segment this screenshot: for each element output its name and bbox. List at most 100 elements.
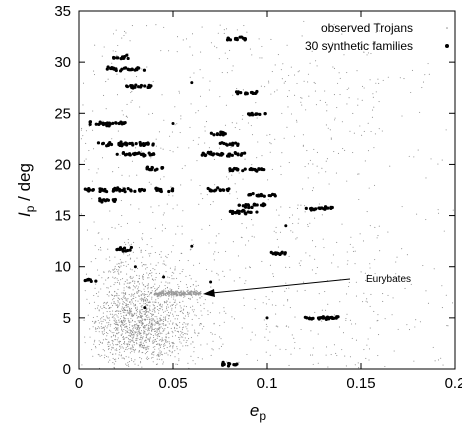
observed-trojan-point xyxy=(408,155,410,157)
observed-trojan-point xyxy=(220,338,222,340)
observed-trojan-point xyxy=(291,334,293,336)
observed-trojan-point xyxy=(167,282,169,284)
observed-trojan-point xyxy=(187,323,189,325)
observed-trojan-point xyxy=(148,318,151,320)
observed-trojan-point xyxy=(101,238,103,240)
observed-trojan-point xyxy=(163,26,165,28)
observed-trojan-point xyxy=(341,223,343,225)
observed-trojan-point xyxy=(173,272,175,274)
observed-trojan-point xyxy=(138,325,140,327)
observed-trojan-point xyxy=(223,275,225,277)
observed-trojan-point xyxy=(378,82,380,85)
observed-trojan-point xyxy=(164,352,166,354)
observed-trojan-point xyxy=(128,314,130,316)
observed-trojan-point xyxy=(113,317,115,319)
observed-trojan-point xyxy=(366,301,368,303)
observed-trojan-point xyxy=(241,223,243,225)
observed-trojan-point xyxy=(145,325,147,327)
observed-trojan-point xyxy=(275,304,277,306)
synthetic-family-point xyxy=(236,90,240,94)
observed-trojan-point xyxy=(142,315,144,317)
observed-trojan-point xyxy=(125,347,127,349)
observed-trojan-point xyxy=(114,265,116,267)
observed-trojan-point xyxy=(367,52,370,54)
observed-trojan-point xyxy=(100,341,102,343)
observed-trojan-point xyxy=(106,315,108,317)
observed-trojan-point xyxy=(157,335,159,337)
observed-trojan-point xyxy=(294,316,296,318)
observed-trojan-point xyxy=(285,266,287,268)
observed-trojan-point xyxy=(189,46,191,48)
observed-trojan-point xyxy=(111,339,113,342)
observed-trojan-point xyxy=(368,359,370,361)
observed-trojan-point xyxy=(123,337,125,339)
observed-trojan-point xyxy=(362,301,364,303)
observed-trojan-point xyxy=(132,334,134,336)
observed-trojan-point xyxy=(185,275,187,277)
observed-trojan-point xyxy=(145,315,147,318)
observed-trojan-point xyxy=(162,363,164,365)
observed-trojan-point xyxy=(181,327,184,329)
observed-trojan-point xyxy=(159,327,161,329)
observed-trojan-point xyxy=(254,298,256,300)
observed-trojan-point xyxy=(132,289,134,291)
observed-trojan-point xyxy=(293,135,296,137)
observed-trojan-point xyxy=(134,303,136,306)
observed-trojan-point xyxy=(115,295,117,297)
observed-trojan-point xyxy=(323,247,325,249)
observed-trojan-point xyxy=(136,314,138,316)
observed-trojan-point xyxy=(109,344,111,346)
eurybates-family-point xyxy=(170,293,173,296)
observed-trojan-point xyxy=(138,328,140,331)
observed-trojan-point xyxy=(113,284,115,286)
observed-trojan-point xyxy=(118,348,120,351)
eurybates-family-point xyxy=(167,293,169,295)
synthetic-family-point xyxy=(171,122,175,126)
observed-trojan-point xyxy=(106,327,108,329)
observed-trojan-point xyxy=(136,76,138,78)
observed-trojan-point xyxy=(430,158,432,160)
observed-trojan-point xyxy=(138,247,140,249)
observed-trojan-point xyxy=(92,129,94,131)
observed-trojan-point xyxy=(138,329,140,331)
observed-trojan-point xyxy=(300,260,302,262)
eurybates-family-point xyxy=(193,293,195,295)
observed-trojan-point xyxy=(163,345,165,347)
observed-trojan-point xyxy=(150,291,152,294)
observed-trojan-point xyxy=(293,337,295,339)
observed-trojan-point xyxy=(138,277,140,280)
synthetic-family-point xyxy=(311,316,315,320)
observed-trojan-point xyxy=(315,273,317,275)
synthetic-family-point xyxy=(99,187,104,192)
observed-trojan-point xyxy=(109,260,111,262)
observed-trojan-point xyxy=(245,267,247,269)
observed-trojan-point xyxy=(126,331,128,333)
observed-trojan-point xyxy=(198,203,200,205)
observed-trojan-point xyxy=(190,336,192,339)
observed-trojan-point xyxy=(121,321,123,323)
observed-trojan-point xyxy=(134,306,136,308)
observed-trojan-point xyxy=(152,319,154,321)
observed-trojan-point xyxy=(82,82,85,84)
observed-trojan-point xyxy=(111,313,113,315)
observed-trojan-point xyxy=(150,287,152,289)
observed-trojan-point xyxy=(137,280,140,282)
observed-trojan-point xyxy=(134,282,136,284)
observed-trojan-point xyxy=(124,30,126,32)
observed-trojan-point xyxy=(278,214,280,216)
observed-trojan-point xyxy=(115,353,117,355)
observed-trojan-point xyxy=(154,289,156,292)
observed-trojan-point xyxy=(109,325,111,327)
observed-trojan-point xyxy=(180,342,182,344)
observed-trojan-point xyxy=(114,334,116,336)
observed-trojan-point xyxy=(359,125,361,127)
observed-trojan-point xyxy=(137,320,139,322)
observed-trojan-point xyxy=(330,138,332,140)
observed-trojan-point xyxy=(122,336,124,339)
observed-trojan-point xyxy=(176,330,178,332)
observed-trojan-point xyxy=(351,323,353,325)
observed-trojan-point xyxy=(143,303,145,305)
observed-trojan-point xyxy=(201,26,203,28)
synthetic-family-point xyxy=(209,131,213,135)
observed-trojan-point xyxy=(182,345,184,347)
